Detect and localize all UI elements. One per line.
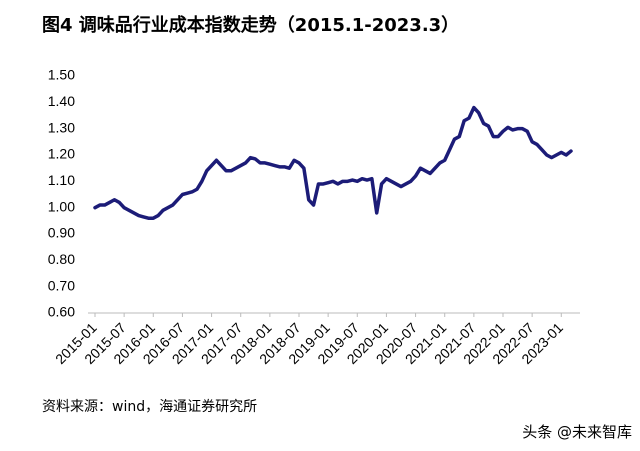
chart-title: 图4 调味品行业成本指数走势（2015.1-2023.3） [42,14,459,36]
data-line [93,105,573,220]
y-tick-label: 1.20 [48,146,75,162]
y-tick-label: 1.50 [48,67,75,83]
y-tick-label: 0.60 [48,304,75,320]
y-tick-label: 1.30 [48,119,75,135]
y-tick-label: 1.40 [48,93,75,109]
source-note: 资料来源：wind，海通证券研究所 [42,399,257,415]
y-tick-label: 0.90 [48,225,75,241]
y-tick-label: 0.70 [48,277,75,293]
y-tick-label: 1.10 [48,172,75,188]
watermark: 头条 @未来智库 [522,423,632,441]
y-tick-label: 0.80 [48,251,75,267]
y-tick-label: 1.00 [48,198,75,214]
